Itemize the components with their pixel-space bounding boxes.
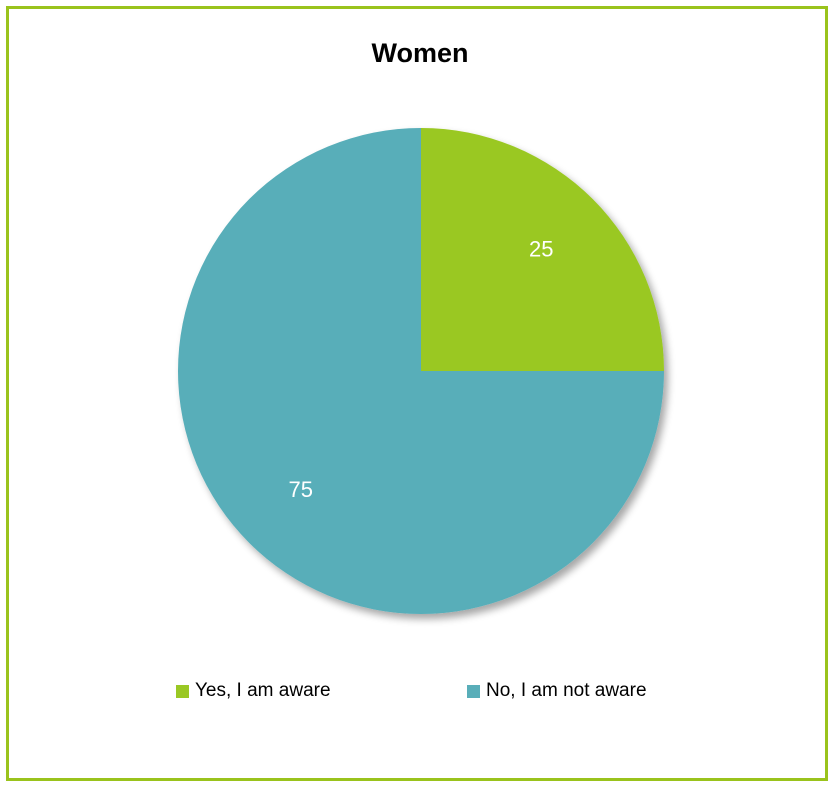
- pie-data-label-1: 75: [288, 477, 312, 502]
- pie-slice-0: [421, 128, 664, 371]
- pie-slice-1: [178, 128, 664, 614]
- legend-swatch-no: [467, 684, 480, 698]
- pie-data-label-0: 25: [529, 237, 553, 262]
- legend-item-yes: Yes, I am aware: [176, 680, 331, 702]
- legend-item-no: No, I am not aware: [467, 680, 647, 702]
- legend-swatch-yes: [176, 684, 189, 698]
- legend-label-yes: Yes, I am aware: [195, 680, 331, 701]
- chart-title: Women: [371, 38, 468, 68]
- chart-legend: Yes, I am aware No, I am not aware: [0, 680, 834, 708]
- legend-label-no: No, I am not aware: [486, 680, 647, 701]
